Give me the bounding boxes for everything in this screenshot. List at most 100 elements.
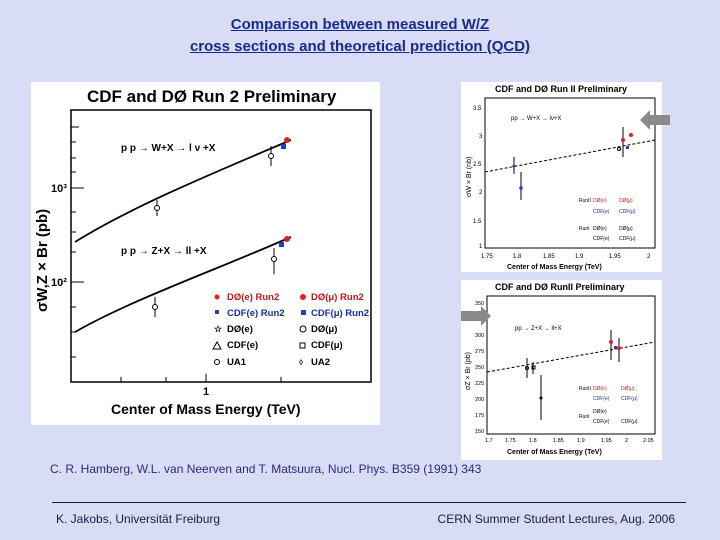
main-plot-header: CDF and DØ Run 2 Preliminary [87,87,337,106]
legend-marker-d0e-run2 [214,294,220,300]
svg-text:275: 275 [475,349,484,355]
main-cross-section-plot: CDF and DØ Run 2 Preliminary 10³ 10² 1 C… [31,82,380,425]
legend-marker-cdfe-run2 [215,310,219,314]
z-data-points [152,236,290,317]
z-theory-curve [74,236,292,333]
bottom-right-plot-svg: CDF and DØ RunII Preliminary 350 325 300… [465,282,656,456]
svg-text:DØ(μ): DØ(μ) [621,386,635,392]
bottom-right-data-points [525,330,621,420]
svg-text:150: 150 [475,429,484,435]
svg-text:2.5: 2.5 [473,162,482,168]
legend-ua2: UA2 [311,357,330,368]
svg-text:2.05: 2.05 [643,438,654,444]
svg-text:RunII: RunII [579,198,591,204]
top-right-xlabel: Center of Mass Energy (TeV) [507,264,602,271]
legend-ua1: UA1 [227,357,247,368]
cdf-run2-w-point [281,144,286,149]
svg-text:RunI: RunI [579,226,590,232]
main-plot-ylabel: σW,Z × Br (pb) [34,209,51,312]
svg-text:CDF(e): CDF(e) [593,396,610,402]
svg-text:CDF(μ): CDF(μ) [621,396,638,402]
legend-d0mu-run2: DØ(μ) Run2 [311,292,364,303]
svg-text:DØ(μ): DØ(μ) [619,226,633,232]
svg-text:CDF(μ): CDF(μ) [619,209,636,215]
w-theory-curve [74,139,292,243]
legend-d0mu: DØ(μ) [311,324,337,335]
footer-event: CERN Summer Student Lectures, Aug. 2006 [437,512,675,526]
svg-text:1.9: 1.9 [577,438,585,444]
legend-marker-d0mu-run2 [300,294,306,300]
bottom-right-ylabel: σZ × Br (pb) [465,352,472,390]
svg-text:2: 2 [625,438,628,444]
reference-citation: C. R. Hamberg, W.L. van Neerven and T. M… [50,462,482,476]
svg-text:1.85: 1.85 [553,438,564,444]
bottom-right-theory-line [486,341,656,373]
w-data-points [154,137,290,216]
legend-marker-cdfe [212,340,222,350]
slide-title: Comparison between measured W/Z cross se… [0,14,720,58]
svg-text:RunII: RunII [579,386,591,392]
legend-marker-d0e: ☆ [214,324,223,334]
svg-text:1.85: 1.85 [543,254,555,260]
svg-text:DØ(e): DØ(e) [593,386,607,392]
svg-text:DØ(μ): DØ(μ) [619,198,633,204]
bottom-right-process: pp → Z+X → ll+X [515,326,562,332]
legend-d0e: DØ(e) [227,324,253,335]
top-right-y-ticklabels: 3.5 3 2.5 2 1.5 1 [473,106,483,250]
d0-run2-z-point [284,236,290,242]
bottom-right-xlabel: Center of Mass Energy (TeV) [507,449,602,456]
svg-text:DØ(e): DØ(e) [593,409,607,415]
top-right-data-points [512,127,633,200]
svg-text:200: 200 [475,397,484,403]
svg-text:1.95: 1.95 [609,254,621,260]
main-y-tick-lower: 10² [51,277,67,289]
svg-text:225: 225 [475,381,484,387]
top-right-process: pp → W+X → lν+X [511,116,561,122]
legend-marker-cdfmu-run2 [301,310,306,315]
svg-text:1.75: 1.75 [505,438,516,444]
svg-text:2: 2 [479,190,483,196]
main-plot-legend: DØ(e) Run2 DØ(μ) Run2 CDF(e) Run2 CDF(μ)… [212,292,369,368]
svg-text:1.9: 1.9 [575,254,584,260]
top-right-header: CDF and DØ Run II Preliminary [495,84,627,94]
main-plot-y-ticks [71,126,282,382]
svg-text:250: 250 [475,365,484,371]
bottom-right-legend: RunII DØ(e) DØ(μ) CDF(e) CDF(μ) RunI DØ(… [579,386,638,425]
svg-text:1.8: 1.8 [513,254,522,260]
w-process-label: p p → W+X → l ν +X [121,143,216,154]
svg-text:1.75: 1.75 [481,254,493,260]
cdf-run2-z-point [279,242,284,247]
footer-author: K. Jakobs, Universität Freiburg [56,512,221,526]
title-line-1: Comparison between measured W/Z [230,16,490,33]
svg-text:2: 2 [647,254,651,260]
top-right-theory-line [484,139,656,173]
svg-text:175: 175 [475,413,484,419]
legend-cdfe: CDF(e) [227,340,258,351]
top-right-x-ticklabels: 1.75 1.8 1.85 1.9 1.95 2 [481,254,651,260]
legend-cdfmu-run2: CDF(μ) Run2 [311,308,369,319]
legend-marker-cdfmu [299,342,306,349]
svg-text:3: 3 [479,134,483,140]
legend-cdfe-run2: CDF(e) Run2 [227,308,285,319]
bottom-right-frame [486,295,656,435]
top-right-legend: RunII DØ(e) DØ(μ) CDF(e) CDF(μ) RunI DØ(… [579,198,636,242]
w-cross-section-zoom-plot: CDF and DØ Run II Preliminary 3.5 3 2.5 … [461,82,662,272]
svg-text:1.5: 1.5 [473,219,482,225]
svg-text:CDF(μ): CDF(μ) [619,236,636,242]
svg-text:3.5: 3.5 [473,106,482,112]
z-process-label: p p → Z+X → ll +X [121,246,207,257]
main-plot-svg: CDF and DØ Run 2 Preliminary 10³ 10² 1 C… [34,87,372,417]
main-plot-frame [70,109,372,383]
legend-cdfmu: CDF(μ) [311,340,343,351]
top-right-plot-svg: CDF and DØ Run II Preliminary 3.5 3 2.5 … [466,84,656,271]
svg-text:350: 350 [475,301,484,307]
legend-d0e-run2: DØ(e) Run2 [227,292,279,303]
top-right-ylabel: σW × Br (nb) [466,157,473,197]
svg-text:CDF(e): CDF(e) [593,419,610,425]
legend-marker-ua2: ◊ [299,358,303,367]
title-line-2: cross sections and theoretical predictio… [189,38,531,55]
svg-text:CDF(e): CDF(e) [593,209,610,215]
svg-text:1.8: 1.8 [529,438,537,444]
d0-run2-w-point [284,137,290,143]
top-right-frame [484,97,656,249]
